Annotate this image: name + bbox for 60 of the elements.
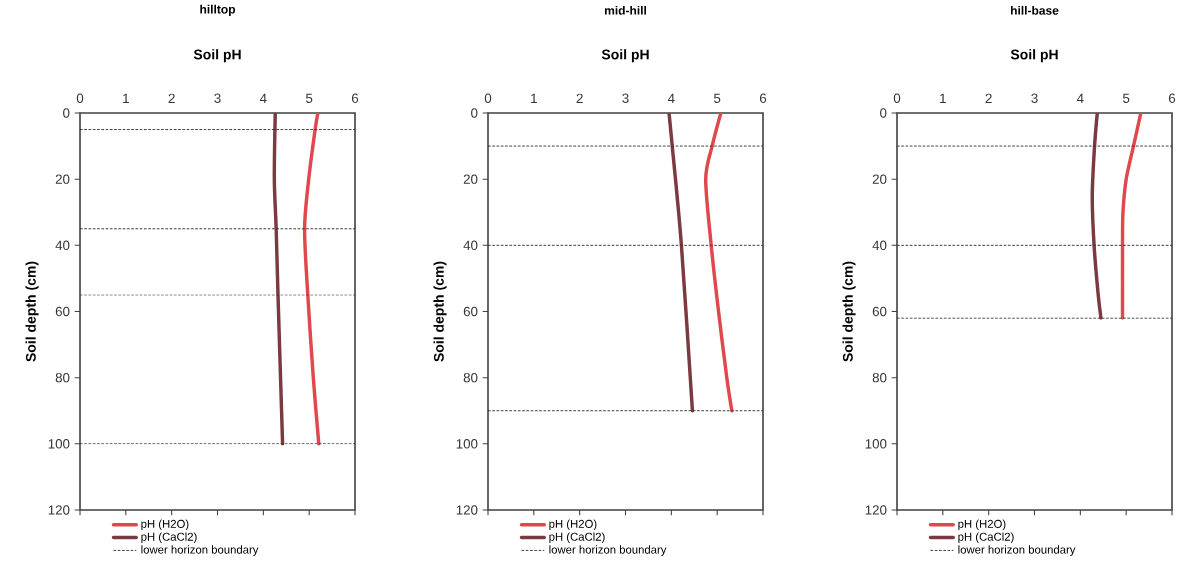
y-tick-label: 0 (63, 108, 70, 118)
y-tick-label: 60 (872, 306, 887, 317)
x-tick-label: 6 (1168, 93, 1176, 103)
chart-title: hilltop (200, 4, 236, 16)
y-tick-label: 120 (456, 505, 478, 515)
y-tick-label: 40 (872, 240, 887, 251)
x-tick-label: 0 (76, 93, 84, 103)
y-axis-title: Soil depth (cm) (433, 261, 447, 362)
x-tick-label: 3 (214, 93, 221, 103)
y-tick-label: 0 (880, 108, 887, 118)
y-axis-title: Soil depth (cm) (25, 261, 39, 362)
x-axis-title: Soil pH (601, 49, 649, 63)
x-tick-label: 1 (531, 93, 537, 103)
x-tick-label: 4 (1076, 93, 1084, 103)
y-tick-label: 60 (55, 306, 70, 317)
x-tick-label: 1 (123, 93, 129, 103)
x-tick-label: 3 (622, 93, 629, 103)
x-tick-label: 0 (893, 93, 901, 103)
x-tick-label: 4 (667, 93, 675, 103)
x-tick-label: 2 (168, 93, 175, 103)
legend-label: pH (CaCl2) (549, 532, 605, 543)
y-tick-label: 80 (872, 372, 887, 383)
x-tick-label: 2 (576, 93, 583, 103)
y-tick-label: 40 (55, 240, 70, 251)
x-tick-label: 5 (1123, 93, 1130, 103)
x-axis-title: Soil pH (1010, 49, 1058, 63)
legend-label: pH (CaCl2) (141, 532, 197, 543)
y-tick-label: 100 (456, 439, 478, 449)
x-tick-label: 5 (714, 93, 721, 103)
legend-label: pH (H2O) (958, 519, 1006, 531)
y-tick-label: 80 (463, 372, 478, 383)
y-tick-label: 120 (865, 505, 887, 515)
x-tick-label: 4 (259, 93, 267, 103)
y-tick-label: 20 (872, 174, 887, 184)
legend-label: lower horizon boundary (958, 545, 1076, 556)
y-tick-label: 80 (55, 372, 70, 383)
y-tick-label: 100 (865, 439, 887, 449)
legend-label: lower horizon boundary (549, 545, 667, 556)
y-tick-label: 120 (48, 505, 70, 515)
y-tick-label: 20 (55, 174, 70, 184)
x-tick-label: 3 (1031, 93, 1038, 103)
y-tick-label: 100 (48, 439, 70, 449)
chart-title: hill-base (1011, 5, 1059, 15)
chart-title: mid-hill (604, 5, 646, 15)
y-axis-title: Soil depth (cm) (842, 261, 856, 362)
legend-label: pH (CaCl2) (958, 532, 1014, 543)
x-axis-title: Soil pH (193, 49, 241, 63)
legend-label: pH (H2O) (141, 519, 189, 531)
x-tick-label: 6 (759, 93, 767, 103)
x-tick-label: 6 (351, 93, 359, 103)
y-tick-label: 60 (463, 306, 478, 317)
legend-label: lower horizon boundary (141, 545, 259, 556)
x-tick-label: 5 (306, 93, 313, 103)
x-tick-label: 0 (484, 93, 492, 103)
x-tick-label: 2 (985, 93, 992, 103)
y-tick-label: 20 (463, 174, 478, 184)
legend-label: pH (H2O) (549, 519, 597, 531)
x-tick-label: 1 (940, 93, 946, 103)
y-tick-label: 40 (463, 240, 478, 251)
y-tick-label: 0 (471, 108, 478, 118)
